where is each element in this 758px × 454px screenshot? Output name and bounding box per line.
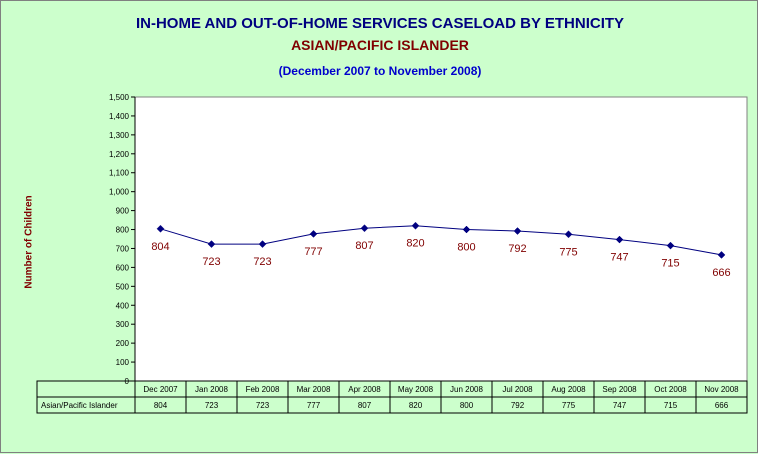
data-label: 715 <box>661 258 679 270</box>
y-tick-label: 800 <box>116 226 130 235</box>
y-tick-label: 1,300 <box>109 131 130 140</box>
data-table-cell: 804 <box>154 401 168 410</box>
data-label: 723 <box>202 256 220 268</box>
data-table-cell: 723 <box>256 401 270 410</box>
data-table-cell: 807 <box>358 401 372 410</box>
x-category-label: Mar 2008 <box>297 385 331 394</box>
x-category-label: Jun 2008 <box>450 385 483 394</box>
data-label: 723 <box>253 256 271 268</box>
x-category-label: Oct 2008 <box>654 385 687 394</box>
data-table-cell: 723 <box>205 401 219 410</box>
data-table-cell: 775 <box>562 401 576 410</box>
x-category-label: Nov 2008 <box>704 385 739 394</box>
data-label: 747 <box>610 252 628 264</box>
plot-area <box>134 96 748 382</box>
data-point-marker <box>615 235 624 244</box>
data-point-marker <box>258 240 267 248</box>
data-label: 804 <box>151 241 169 253</box>
y-tick-label: 100 <box>116 358 130 367</box>
data-table-cell: 820 <box>409 401 423 410</box>
data-point-marker <box>360 224 369 233</box>
data-label: 792 <box>508 243 526 255</box>
data-table-cell: 715 <box>664 401 678 410</box>
data-point-marker <box>207 240 216 248</box>
x-category-label: Jul 2008 <box>502 385 533 394</box>
y-tick-label: 300 <box>116 320 130 329</box>
x-category-label: Jan 2008 <box>195 385 228 394</box>
data-label: 807 <box>355 240 373 252</box>
y-tick-label: 500 <box>116 282 130 291</box>
y-tick-label: 700 <box>116 244 130 253</box>
chart-subtitle: ASIAN/PACIFIC ISLANDER <box>291 37 469 53</box>
data-label: 666 <box>712 267 730 279</box>
x-category-label: Sep 2008 <box>602 385 637 394</box>
data-point-marker <box>411 221 420 230</box>
data-table-cell: 792 <box>511 401 525 410</box>
y-tick-label: 400 <box>116 301 130 310</box>
data-point-marker <box>462 225 471 234</box>
data-point-marker <box>513 227 522 235</box>
data-table-cell: 800 <box>460 401 474 410</box>
y-tick-label: 200 <box>116 339 130 348</box>
x-category-label: Dec 2007 <box>143 385 178 394</box>
data-point-marker <box>564 230 573 239</box>
data-label: 800 <box>457 242 475 254</box>
series-line <box>160 225 722 256</box>
data-table-cell: 666 <box>715 401 729 410</box>
y-tick-label: 1,400 <box>109 112 130 121</box>
y-tick-label: 1,200 <box>109 150 130 159</box>
x-category-label: Aug 2008 <box>551 385 586 394</box>
chart-date-range: (December 2007 to November 2008) <box>278 64 482 78</box>
data-point-marker <box>309 230 318 238</box>
data-point-marker <box>717 251 726 259</box>
x-category-label: May 2008 <box>398 385 434 394</box>
y-tick-label: 1,000 <box>109 188 130 197</box>
data-point-marker <box>156 224 165 233</box>
data-label: 777 <box>304 246 322 258</box>
data-table-series-name: Asian/Pacific Islander <box>41 401 118 410</box>
y-tick-label: 1,500 <box>109 93 130 102</box>
data-label: 820 <box>406 238 424 250</box>
data-point-marker <box>666 241 675 250</box>
chart-title: IN-HOME AND OUT-OF-HOME SERVICES CASELOA… <box>135 15 625 32</box>
data-table-cell: 747 <box>613 401 627 410</box>
data-label: 775 <box>559 246 577 258</box>
x-category-label: Feb 2008 <box>246 385 280 394</box>
y-tick-label: 600 <box>116 263 130 272</box>
data-table-cell: 777 <box>307 401 321 410</box>
y-tick-label: 1,100 <box>109 169 130 178</box>
x-category-label: Apr 2008 <box>348 385 381 394</box>
y-tick-label: 900 <box>116 207 130 216</box>
